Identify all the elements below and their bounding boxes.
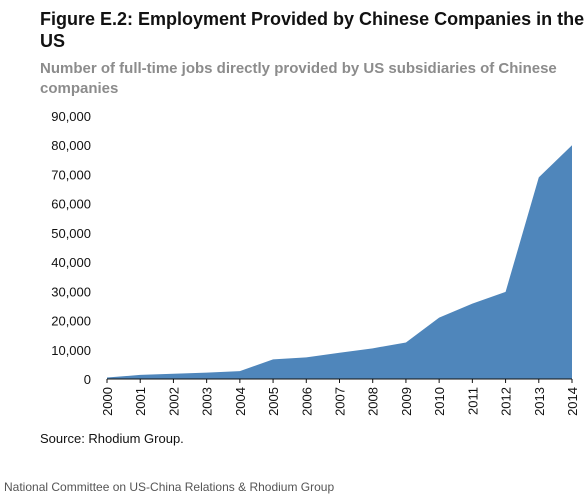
y-tick-label: 70,000 [51,167,91,182]
x-tick-label: 2011 [465,387,480,415]
y-tick-label: 0 [84,372,91,387]
y-tick-label: 50,000 [51,226,91,241]
area-series-layer [107,145,572,379]
x-tick-label: 2007 [333,387,348,416]
area-series [107,145,572,379]
y-tick-label: 90,000 [51,109,91,124]
x-tick-label: 2003 [200,387,215,416]
image-credit: National Committee on US-China Relations… [4,480,335,494]
y-axis-tick-labels: 0 10,000 20,000 30,000 40,000 50,000 60,000 70,… [51,109,91,387]
x-tick-label: 2010 [432,387,447,416]
x-tick-label: 2014 [565,387,580,416]
x-tick-label: 2012 [499,387,514,416]
y-tick-label: 40,000 [51,255,91,270]
y-tick-label: 20,000 [51,314,91,329]
x-tick-label: 2005 [266,387,281,416]
area-chart: 0 10,000 20,000 30,000 40,000 50,000 60,000 70,… [51,109,580,416]
x-tick-label: 2001 [133,387,148,416]
x-tick-label: 2006 [299,387,314,416]
chart-subtitle: Number of full-time jobs directly provid… [40,60,557,97]
y-tick-label: 60,000 [51,197,91,212]
x-tick-label: 2000 [100,387,115,416]
chart-title: Figure E.2: Employment Provided by Chine… [40,9,585,51]
y-tick-label: 30,000 [51,284,91,299]
y-tick-label: 10,000 [51,343,91,358]
x-tick-label: 2009 [399,387,414,416]
source-note: Source: Rhodium Group. [40,431,184,446]
y-tick-label: 80,000 [51,138,91,153]
x-tick-label: 2004 [233,387,248,416]
x-tick-label: 2008 [366,387,381,416]
x-tick-label: 2013 [532,387,547,416]
x-tick-label: 2002 [166,387,181,416]
x-axis-tick-labels: 2000 2001 2002 2003 2004 2005 2006 2007 2008 2009… [100,387,580,416]
axis-layer [106,378,573,383]
